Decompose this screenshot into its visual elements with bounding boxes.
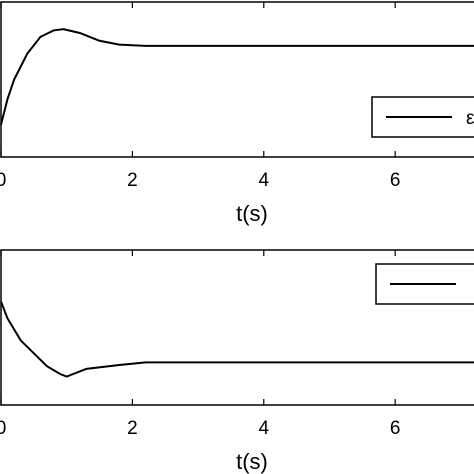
x-tick-label: 0 [0, 418, 6, 439]
x-tick-label: 6 [390, 418, 401, 439]
axes-box [0, 1, 474, 158]
line [0, 301, 474, 378]
x-tick-label: 2 [127, 418, 138, 439]
x-tick-label: 0 [0, 170, 6, 191]
x-tick-label: 4 [258, 418, 269, 439]
x-axis-label: t(s) [236, 201, 268, 226]
x-axis-label: t(s) [236, 449, 268, 474]
x-tick-label: 4 [258, 170, 269, 191]
axes-box [0, 249, 474, 406]
line [0, 28, 474, 125]
x-tick-label: 6 [390, 170, 401, 191]
x-tick-label: 2 [127, 170, 138, 191]
legend-label: ε [466, 108, 474, 129]
